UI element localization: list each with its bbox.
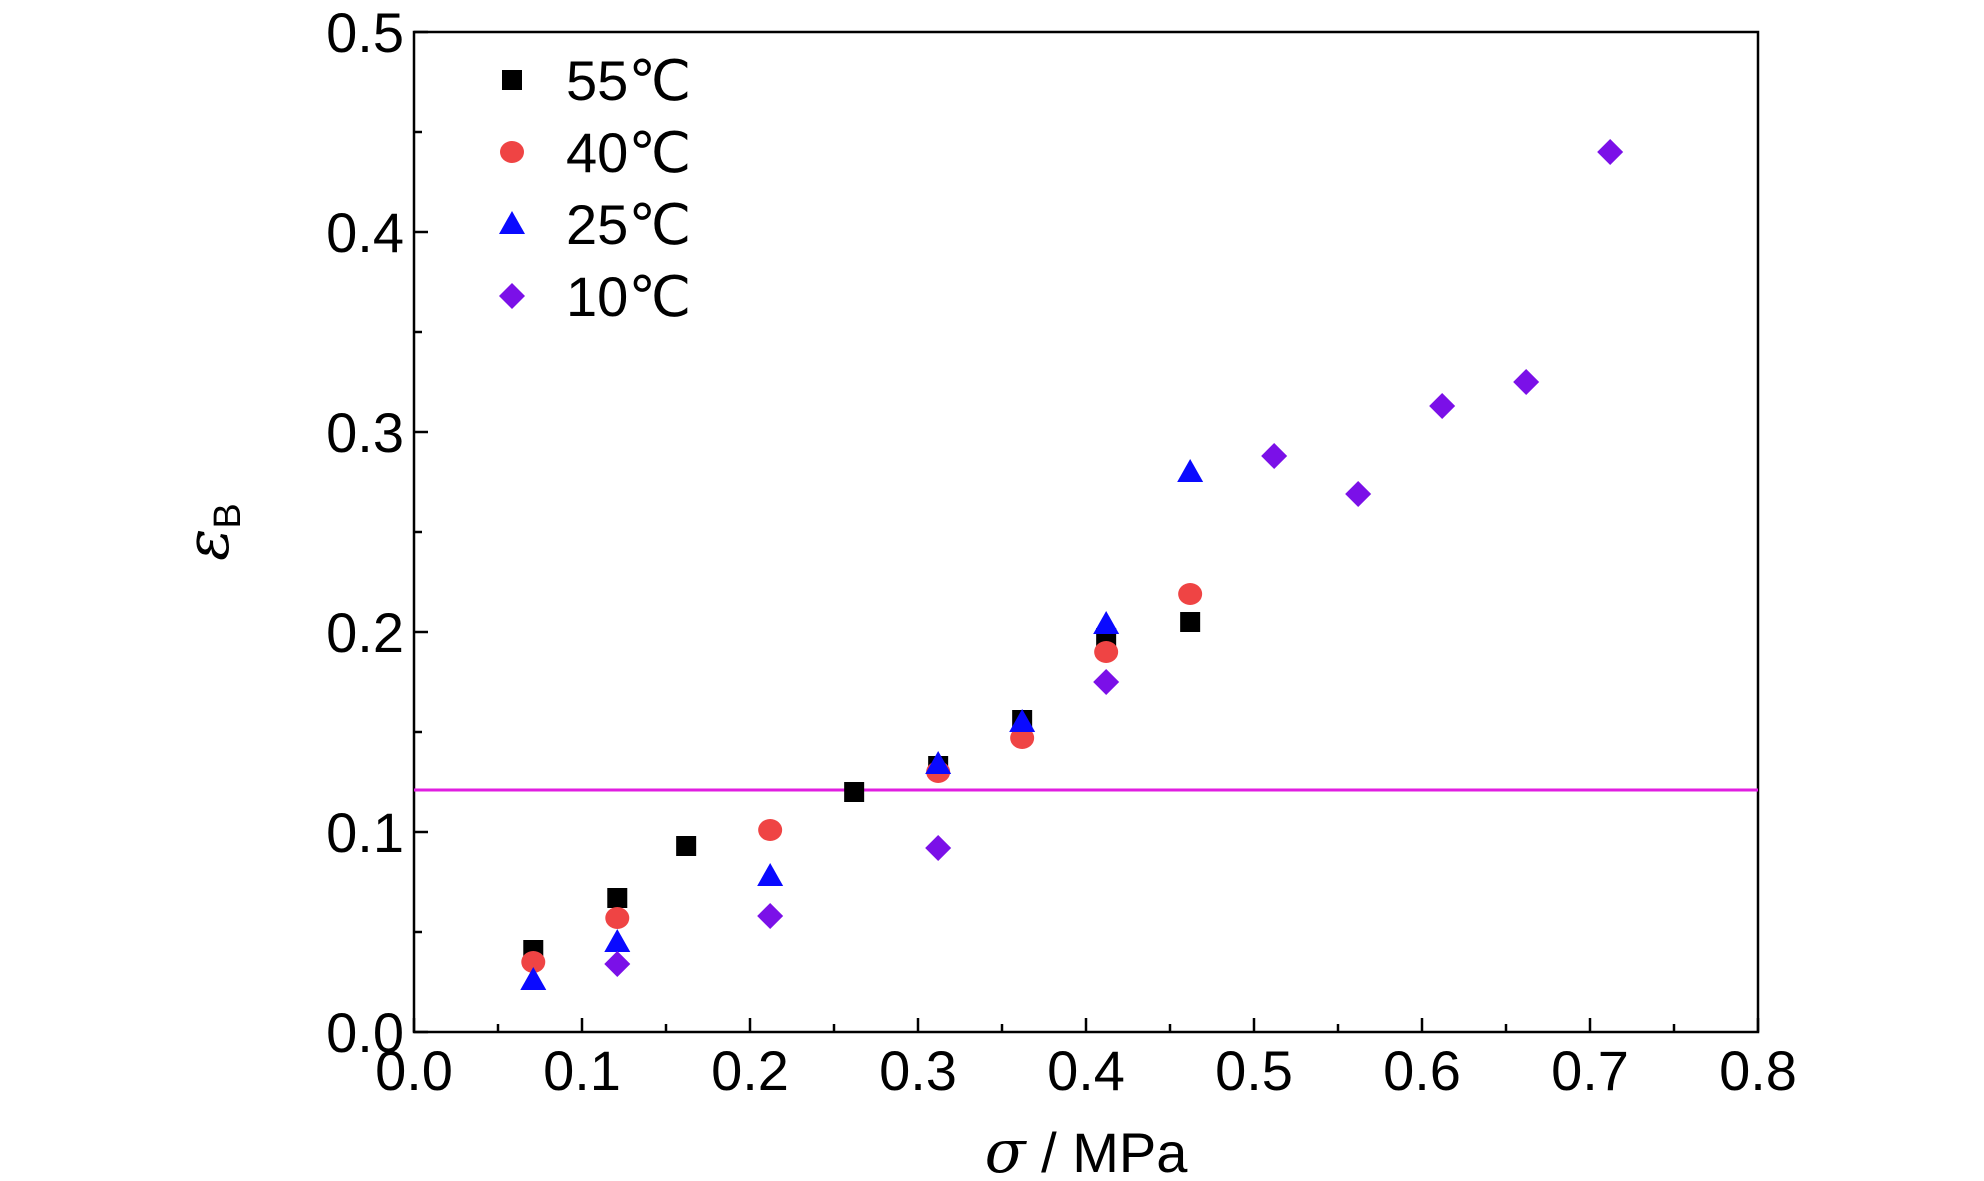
- x-tick-label: 0.4: [1047, 1039, 1125, 1102]
- data-point: [520, 967, 547, 990]
- x-axis-title: σ / MPa: [985, 1117, 1189, 1181]
- data-point: [1429, 393, 1456, 419]
- data-point: [844, 782, 865, 802]
- data-point: [925, 751, 952, 774]
- x-axis-symbol: σ: [985, 1117, 1028, 1181]
- legend-label: 25℃: [566, 193, 691, 256]
- data-point: [1513, 369, 1540, 395]
- data-point: [1010, 727, 1035, 749]
- data-point: [607, 888, 628, 908]
- data-point: [757, 903, 784, 929]
- y-tick-label: 0.1: [326, 801, 404, 864]
- data-point: [605, 907, 630, 929]
- x-tick-label: 0.1: [543, 1039, 621, 1102]
- data-point: [1094, 641, 1119, 663]
- data-point: [1597, 139, 1624, 165]
- legend-item: 25℃: [499, 193, 691, 256]
- x-tick-label: 0.5: [1215, 1039, 1293, 1102]
- legend-item: 55℃: [502, 49, 691, 112]
- data-point: [676, 836, 697, 856]
- legend-label: 55℃: [566, 49, 691, 112]
- y-tick-label: 0.3: [326, 401, 404, 464]
- series-triangle: [520, 459, 1204, 990]
- series-diamond: [604, 139, 1624, 977]
- x-tick-label: 0.0: [375, 1039, 453, 1102]
- legend-marker: [499, 283, 525, 309]
- y-tick-label: 0.0: [326, 1001, 404, 1064]
- data-series: [520, 139, 1624, 990]
- data-point: [1180, 612, 1201, 632]
- legend: 55℃ 40℃ 25℃ 10℃: [499, 49, 691, 328]
- x-axis-unit: / MPa: [1026, 1121, 1189, 1181]
- x-tick-label: 0.3: [879, 1039, 957, 1102]
- data-point: [1345, 481, 1372, 507]
- y-axis-title: εB: [173, 503, 249, 561]
- legend-marker: [502, 70, 522, 90]
- legend-item: 40℃: [500, 121, 691, 184]
- y-tick-label: 0.4: [326, 201, 404, 264]
- data-point: [1261, 443, 1288, 469]
- x-tick-label: 0.2: [711, 1039, 789, 1102]
- legend-label: 10℃: [566, 265, 691, 328]
- x-tick-label: 0.8: [1719, 1039, 1797, 1102]
- x-tick-label: 0.6: [1383, 1039, 1461, 1102]
- data-point: [1178, 583, 1203, 605]
- data-point: [604, 929, 631, 952]
- data-point: [1177, 459, 1204, 482]
- legend-marker: [500, 141, 524, 163]
- legend-marker: [499, 211, 525, 234]
- y-axis-symbol: ε: [173, 529, 243, 561]
- x-axis: 0.0 0.1 0.2 0.3 0.4 0.5 0.6 0.7 0.8: [375, 1018, 1797, 1102]
- data-point: [604, 951, 631, 977]
- data-point: [757, 863, 784, 886]
- data-point: [521, 951, 546, 973]
- legend-item: 10℃: [499, 265, 691, 328]
- legend-label: 40℃: [566, 121, 691, 184]
- x-tick-label: 0.7: [1551, 1039, 1629, 1102]
- y-tick-label: 0.5: [326, 1, 404, 64]
- data-point: [1093, 611, 1120, 634]
- data-point: [925, 835, 952, 861]
- y-axis: 0.0 0.1 0.2 0.3 0.4 0.5: [326, 1, 428, 1064]
- y-axis-subscript: B: [207, 503, 249, 528]
- y-tick-label: 0.2: [326, 601, 404, 664]
- data-point: [1093, 669, 1120, 695]
- series-square: [523, 612, 1201, 960]
- data-point: [758, 819, 783, 841]
- data-point: [1009, 709, 1036, 732]
